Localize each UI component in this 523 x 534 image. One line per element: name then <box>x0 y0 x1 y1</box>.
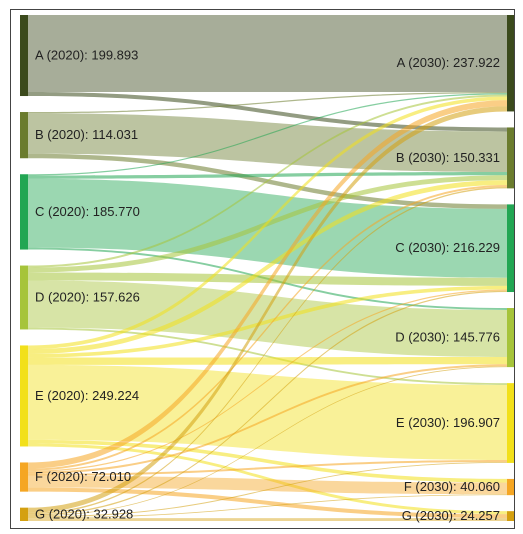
node-label-D2020: D (2020): 157.626 <box>35 289 140 304</box>
flow-F2020-E2030 <box>28 459 507 476</box>
flow-D2020-A2030 <box>28 94 507 268</box>
flow-E2020-F2030 <box>28 439 507 483</box>
flow-A2020-A2030 <box>28 15 507 93</box>
node-label-B2030: B (2030): 150.331 <box>396 150 500 165</box>
node-C2020 <box>20 174 28 250</box>
node-B2030 <box>507 127 515 189</box>
node-A2030 <box>507 15 515 112</box>
flow-links <box>28 15 507 521</box>
flow-D2020-C2030 <box>28 272 507 286</box>
node-D2020 <box>20 265 28 330</box>
flow-C2020-C2030 <box>28 178 507 278</box>
flow-G2020-C2030 <box>28 290 507 516</box>
flow-F2020-B2030 <box>28 184 507 471</box>
flow-E2020-G2030 <box>28 443 507 515</box>
flow-G2020-B2030 <box>28 186 507 515</box>
node-F2020 <box>20 462 28 492</box>
node-label-C2020: C (2020): 185.770 <box>35 204 140 219</box>
flow-G2020-A2030 <box>28 106 507 513</box>
flow-A2020-B2030 <box>28 92 507 132</box>
node-E2020 <box>20 345 28 447</box>
node-label-B2020: B (2020): 114.031 <box>35 127 138 142</box>
nodes: A (2020): 199.893 B (2020): 114.031 C (202… <box>20 15 515 523</box>
flow-G2020-E2030 <box>28 462 507 518</box>
node-A2020 <box>20 15 28 97</box>
flow-D2020-D2030 <box>28 280 507 357</box>
flow-F2020-A2030 <box>28 100 507 469</box>
node-label-F2030: F (2030): 40.060 <box>404 479 500 494</box>
node-label-E2030: E (2030): 196.907 <box>396 415 500 430</box>
flow-D2020-E2030 <box>28 327 507 385</box>
node-C2030 <box>507 204 515 293</box>
flow-G2020-F2030 <box>28 494 507 519</box>
node-G2030 <box>507 511 515 521</box>
flow-B2020-B2030 <box>28 113 507 172</box>
node-F2030 <box>507 478 515 496</box>
flow-F2020-D2030 <box>28 364 507 474</box>
flow-E2020-B2030 <box>28 180 507 354</box>
flow-G2020-G2030 <box>28 518 507 521</box>
flow-F2020-G2030 <box>28 487 507 519</box>
node-G2020 <box>20 507 28 521</box>
node-label-E2020: E (2020): 249.224 <box>35 388 139 403</box>
flow-E2020-A2030 <box>28 96 507 350</box>
flow-G2020-D2030 <box>28 366 507 517</box>
node-label-A2020: A (2020): 199.893 <box>35 48 138 63</box>
node-label-C2030: C (2030): 216.229 <box>395 240 500 255</box>
flow-F2020-F2030 <box>28 475 507 495</box>
node-label-A2030: A (2030): 237.922 <box>397 55 500 70</box>
node-label-G2030: G (2030): 24.257 <box>402 508 500 523</box>
node-label-G2020: G (2020): 32.928 <box>35 506 133 521</box>
node-B2020 <box>20 112 28 159</box>
flow-E2020-C2030 <box>28 285 507 358</box>
node-D2030 <box>507 308 515 368</box>
node-label-F2020: F (2020): 72.010 <box>35 469 131 484</box>
node-E2030 <box>507 383 515 463</box>
flow-C2020-B2030 <box>28 171 507 179</box>
node-label-D2030: D (2030): 145.776 <box>395 330 500 345</box>
flow-F2020-C2030 <box>28 289 507 472</box>
flow-C2020-A2030 <box>28 93 507 176</box>
flow-E2020-E2030 <box>28 364 507 460</box>
flow-B2020-A2030 <box>28 92 507 114</box>
flow-E2020-D2030 <box>28 356 507 365</box>
